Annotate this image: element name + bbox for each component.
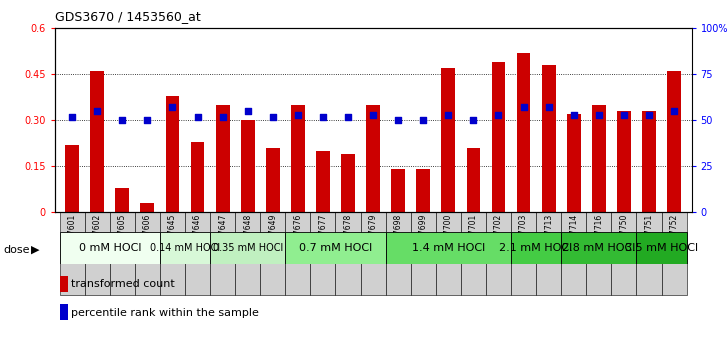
Bar	[285, 232, 386, 264]
Text: 0.7 mM HOCl: 0.7 mM HOCl	[299, 243, 372, 253]
Bar	[241, 120, 255, 212]
Point	[191, 114, 203, 120]
Bar	[391, 170, 405, 212]
Bar	[116, 188, 129, 212]
Point	[543, 105, 555, 110]
Text: 2.8 mM HOCl: 2.8 mM HOCl	[562, 243, 636, 253]
Bar	[185, 212, 210, 295]
Bar	[160, 232, 210, 264]
Text: 0.14 mM HOCl: 0.14 mM HOCl	[150, 243, 220, 253]
Bar	[542, 65, 555, 212]
Bar	[617, 111, 630, 212]
Bar	[360, 212, 386, 295]
Bar	[667, 71, 681, 212]
Text: ▶: ▶	[31, 245, 39, 255]
Point	[618, 112, 630, 118]
Bar	[517, 53, 531, 212]
Bar	[165, 96, 179, 212]
Bar	[561, 232, 636, 264]
Bar	[567, 114, 581, 212]
Bar	[235, 212, 260, 295]
Bar	[642, 111, 656, 212]
Text: transformed count: transformed count	[71, 279, 175, 289]
Point	[342, 114, 354, 120]
Bar	[386, 232, 511, 264]
Bar	[110, 212, 135, 295]
Point	[493, 112, 505, 118]
Point	[116, 118, 128, 123]
Bar	[291, 105, 305, 212]
Bar	[536, 212, 561, 295]
Bar	[561, 212, 586, 295]
Bar	[160, 212, 185, 295]
Bar	[592, 105, 606, 212]
Bar	[366, 105, 380, 212]
Point	[317, 114, 329, 120]
Bar	[436, 212, 461, 295]
Bar	[441, 68, 455, 212]
Point	[593, 112, 605, 118]
Point	[467, 118, 479, 123]
Bar	[66, 145, 79, 212]
Bar	[336, 212, 360, 295]
Text: dose: dose	[4, 245, 30, 255]
Point	[141, 118, 153, 123]
Bar	[341, 154, 355, 212]
Bar	[215, 105, 229, 212]
Point	[518, 105, 529, 110]
Bar	[90, 71, 104, 212]
Text: 0 mM HOCl: 0 mM HOCl	[79, 243, 141, 253]
Bar	[141, 203, 154, 212]
Point	[392, 118, 404, 123]
Text: 0.35 mM HOCl: 0.35 mM HOCl	[213, 243, 283, 253]
Point	[267, 114, 279, 120]
Bar	[511, 232, 561, 264]
Bar	[411, 212, 436, 295]
Bar	[612, 212, 636, 295]
Point	[368, 112, 379, 118]
Point	[568, 112, 579, 118]
Text: GDS3670 / 1453560_at: GDS3670 / 1453560_at	[55, 10, 200, 23]
Bar	[310, 212, 336, 295]
Bar	[636, 232, 687, 264]
Bar	[60, 232, 160, 264]
Bar	[461, 212, 486, 295]
Bar	[135, 212, 160, 295]
Point	[66, 114, 78, 120]
Point	[417, 118, 429, 123]
Bar	[511, 212, 536, 295]
Point	[167, 105, 178, 110]
Point	[643, 112, 654, 118]
Point	[217, 114, 229, 120]
Bar	[260, 212, 285, 295]
Point	[443, 112, 454, 118]
Bar	[84, 212, 110, 295]
Text: percentile rank within the sample: percentile rank within the sample	[71, 308, 259, 318]
Point	[292, 112, 304, 118]
Bar	[386, 212, 411, 295]
Point	[668, 108, 680, 114]
Text: 3.5 mM HOCl: 3.5 mM HOCl	[625, 243, 698, 253]
Bar	[491, 62, 505, 212]
Text: 2.1 mM HOCl: 2.1 mM HOCl	[499, 243, 573, 253]
Bar	[636, 212, 662, 295]
Bar	[210, 212, 235, 295]
Bar	[486, 212, 511, 295]
Point	[242, 108, 253, 114]
Bar	[316, 151, 330, 212]
Bar	[586, 212, 612, 295]
Bar	[266, 148, 280, 212]
Bar	[210, 232, 285, 264]
Text: 1.4 mM HOCl: 1.4 mM HOCl	[412, 243, 485, 253]
Bar	[467, 148, 480, 212]
Point	[92, 108, 103, 114]
Bar	[662, 212, 687, 295]
Bar	[285, 212, 310, 295]
Bar	[60, 212, 84, 295]
Bar	[191, 142, 205, 212]
Bar	[416, 170, 430, 212]
